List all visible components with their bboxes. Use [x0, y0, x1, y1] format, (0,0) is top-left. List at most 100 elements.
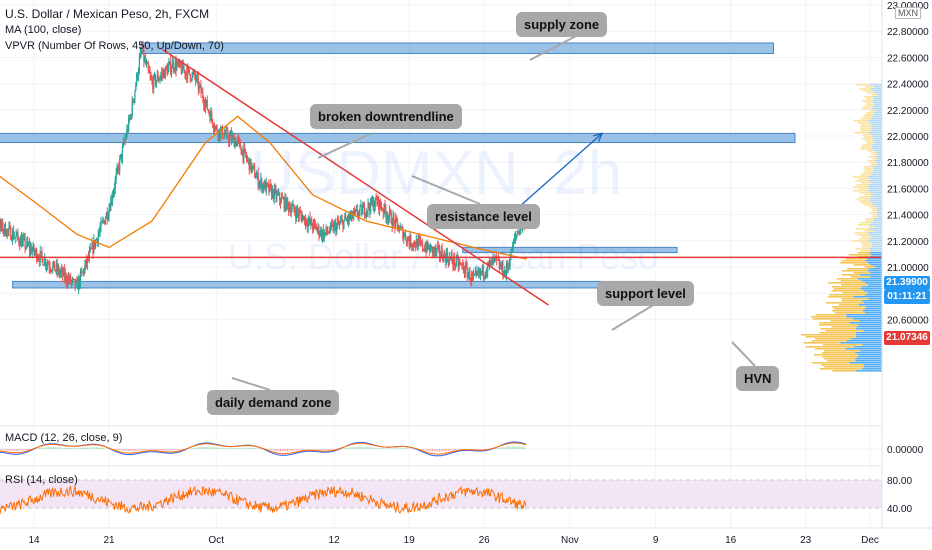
vpvr-up-127: [865, 218, 874, 220]
vpvr-up-125: [872, 214, 878, 216]
currency-badge[interactable]: MXN: [895, 7, 921, 19]
vpvr-legend[interactable]: VPVR (Number Of Rows, 450, Up/Down, 70): [5, 40, 224, 52]
candle-body-107: [75, 280, 77, 287]
vpvr-up-90: [862, 144, 873, 146]
price-tick-2: 22.60000: [887, 53, 929, 64]
candle-body-425: [359, 205, 361, 212]
candle-body-164: [126, 128, 128, 137]
candle-body-140: [104, 218, 107, 224]
volume-profile: [800, 84, 882, 372]
vpvr-down-83: [871, 130, 882, 132]
candle-body-212: [169, 61, 171, 64]
candle-body-182: [142, 49, 144, 53]
candle-body-560: [479, 271, 482, 275]
candle-body-462: [392, 216, 394, 227]
candle-body-292: [240, 149, 242, 155]
vpvr-down-82: [871, 128, 882, 130]
candle-body-400: [337, 221, 339, 225]
vpvr-up-3: [845, 258, 867, 260]
candle-body-254: [206, 99, 208, 110]
candle-body-213: [170, 61, 172, 73]
candle-body-548: [469, 270, 471, 281]
candle-body-457: [387, 216, 390, 220]
vpvr-down-142: [868, 248, 882, 250]
candle-body-561: [480, 271, 483, 273]
vpvr-down-36: [858, 324, 882, 326]
candle-body-486: [413, 241, 416, 246]
candle-body-145: [109, 209, 111, 211]
vpvr-down-72: [871, 108, 882, 110]
candle-body-273: [223, 134, 225, 138]
candle-body-177: [137, 71, 140, 78]
price-tick-3: 22.40000: [887, 80, 929, 91]
time-tick-0: 14: [28, 535, 40, 546]
candle-body-504: [429, 245, 432, 253]
watermark-ticker: USDMXN, 2h: [250, 139, 623, 208]
candle-body-375: [314, 223, 316, 226]
candle-body-511: [436, 248, 438, 252]
vpvr-up-128: [865, 220, 874, 222]
candle-body-161: [123, 142, 125, 144]
candle-body-60: [33, 245, 35, 253]
vpvr-up-59: [832, 370, 856, 372]
vpvr-down-71: [872, 106, 882, 108]
candle-body-227: [182, 62, 184, 71]
candle-body-411: [346, 219, 349, 222]
candle-body-159: [121, 146, 124, 159]
candle-body-209: [166, 68, 168, 75]
candle-body-208: [165, 66, 167, 69]
projection-arrow-head: [593, 132, 604, 142]
rsi-legend[interactable]: RSI (14, close): [5, 474, 78, 486]
candle-body-500: [426, 241, 428, 253]
candle-body-38: [13, 237, 15, 239]
vpvr-up-14: [840, 280, 862, 282]
candle-body-463: [393, 216, 395, 221]
candle-body-576: [494, 255, 496, 258]
candle-body-544: [465, 264, 467, 267]
vpvr-up-26: [838, 304, 859, 306]
candle-body-518: [442, 258, 444, 262]
ma-line: [0, 115, 528, 260]
candle-body-423: [357, 215, 359, 217]
candle-body-189: [148, 69, 150, 73]
candle-body-193: [152, 81, 154, 90]
candle-body-297: [245, 149, 247, 156]
candle-body-116: [83, 269, 85, 273]
candle-body-487: [414, 245, 416, 248]
candle-body-127: [93, 240, 95, 253]
vpvr-down-112: [870, 188, 882, 190]
candle-body-157: [120, 154, 122, 159]
macd-legend[interactable]: MACD (12, 26, close, 9): [5, 432, 123, 444]
vpvr-down-59: [855, 370, 882, 372]
candle-body-167: [128, 118, 131, 120]
vpvr-up-142: [855, 248, 869, 250]
moving-average: [0, 115, 528, 260]
candle-body-441: [373, 206, 375, 210]
candle-body-267: [218, 129, 220, 137]
vpvr-up-102: [863, 168, 873, 170]
candle-body-357: [298, 211, 300, 217]
vpvr-up-0: [857, 252, 870, 254]
candle-body-77: [48, 264, 50, 268]
vpvr-down-127: [873, 218, 882, 220]
candle-body-542: [463, 271, 466, 274]
candle-body-395: [332, 224, 334, 232]
candle-body-61: [34, 252, 36, 254]
candle-body-105: [73, 278, 75, 280]
vpvr-down-125: [877, 214, 882, 216]
candle-body-225: [180, 66, 182, 73]
candle-body-420: [354, 209, 357, 212]
symbol-title[interactable]: U.S. Dollar / Mexican Peso, 2h, FXCM: [5, 7, 210, 21]
candle-body-413: [348, 214, 350, 220]
candle-body-316: [262, 184, 264, 190]
candle-body-130: [95, 238, 98, 241]
ma-legend[interactable]: MA (100, close): [5, 24, 82, 36]
candle-body-300: [247, 159, 249, 161]
candle-body-149: [112, 191, 115, 197]
candle-body-75: [46, 263, 48, 266]
candle-body-574: [492, 257, 494, 260]
candle-body-334: [278, 192, 280, 195]
vpvr-up-60: [856, 84, 870, 86]
candle-body-501: [427, 241, 429, 249]
